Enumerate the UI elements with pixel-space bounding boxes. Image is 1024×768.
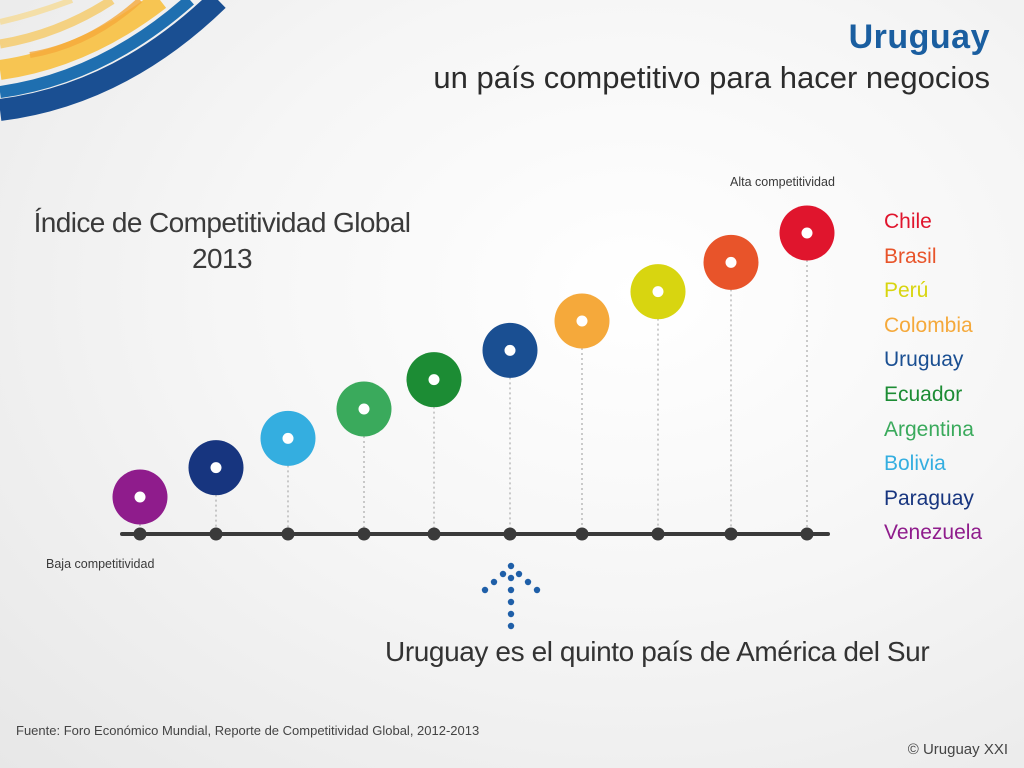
legend-item-argentina: Argentina — [884, 417, 974, 441]
axis-dot-brasil — [724, 527, 738, 541]
uruguay-arrow-icon — [481, 562, 541, 630]
arrow-dot — [507, 598, 515, 606]
legend-item-venezuela: Venezuela — [884, 521, 983, 545]
legend-item-paraguay: Paraguay — [884, 486, 974, 510]
axis-dot-bolivia — [281, 527, 295, 541]
copyright: © Uruguay XXI — [907, 741, 1008, 758]
legend-item-chile: Chile — [884, 210, 932, 233]
chart-title: Índice de Competitividad Global 2013 — [22, 205, 422, 277]
marker-center-venezuela — [134, 491, 146, 503]
legend-item-uruguay: Uruguay — [884, 348, 964, 372]
legend-item-ecuador: Ecuador — [884, 382, 963, 406]
legend-item-peru: Perú — [884, 279, 929, 303]
legend-item-bolivia: Bolivia — [884, 452, 946, 476]
source-note: Fuente: Foro Económico Mundial, Reporte … — [16, 723, 480, 738]
marker-center-brasil — [725, 256, 737, 268]
arrow-dot — [524, 578, 532, 586]
high-competitiveness-label: Alta competitividad — [730, 175, 835, 189]
arrow-dot — [507, 574, 515, 582]
axis-dot-argentina — [357, 527, 371, 541]
axis-dot-colombia — [575, 527, 589, 541]
country-legend: Chile Brasil Perú Colombia Uruguay Ecuador Arg… — [884, 205, 982, 551]
chart-title-text: Índice de Competitividad Global — [33, 207, 411, 238]
marker-center-ecuador — [428, 374, 440, 386]
axis-dot-paraguay — [209, 527, 223, 541]
uruguay-tagline: Uruguay es el quinto país de América del… — [385, 636, 930, 667]
marker-center-colombia — [576, 315, 588, 327]
page-title: Uruguay — [848, 18, 990, 56]
axis-dot-ecuador — [427, 527, 441, 541]
arrow-dot — [515, 570, 523, 578]
legend-item-brasil: Brasil — [884, 244, 937, 268]
low-competitiveness-label: Baja competitividad — [46, 557, 154, 571]
legend-item-colombia: Colombia — [884, 313, 973, 337]
arrow-dot — [507, 610, 515, 618]
marker-center-bolivia — [282, 432, 294, 444]
axis-dot-venezuela — [133, 527, 147, 541]
marker-center-peru — [652, 286, 664, 298]
marker-center-paraguay — [210, 462, 222, 474]
chart-title-year: 2013 — [192, 243, 252, 274]
marker-center-argentina — [358, 403, 370, 415]
corner-arc-decoration — [0, 0, 226, 121]
marker-center-chile — [801, 227, 813, 239]
arrow-dot — [507, 622, 515, 630]
arrow-dot — [481, 586, 489, 594]
arrow-dot — [490, 578, 498, 586]
arrow-dot — [533, 586, 541, 594]
axis-dot-uruguay — [503, 527, 517, 541]
arrow-dot — [507, 586, 515, 594]
arrow-dot — [499, 570, 507, 578]
page-subtitle: un país competitivo para hacer negocios — [433, 60, 990, 95]
axis-dot-chile — [800, 527, 814, 541]
marker-center-uruguay — [504, 344, 516, 356]
axis-dot-peru — [651, 527, 665, 541]
arrow-dot — [507, 562, 515, 570]
